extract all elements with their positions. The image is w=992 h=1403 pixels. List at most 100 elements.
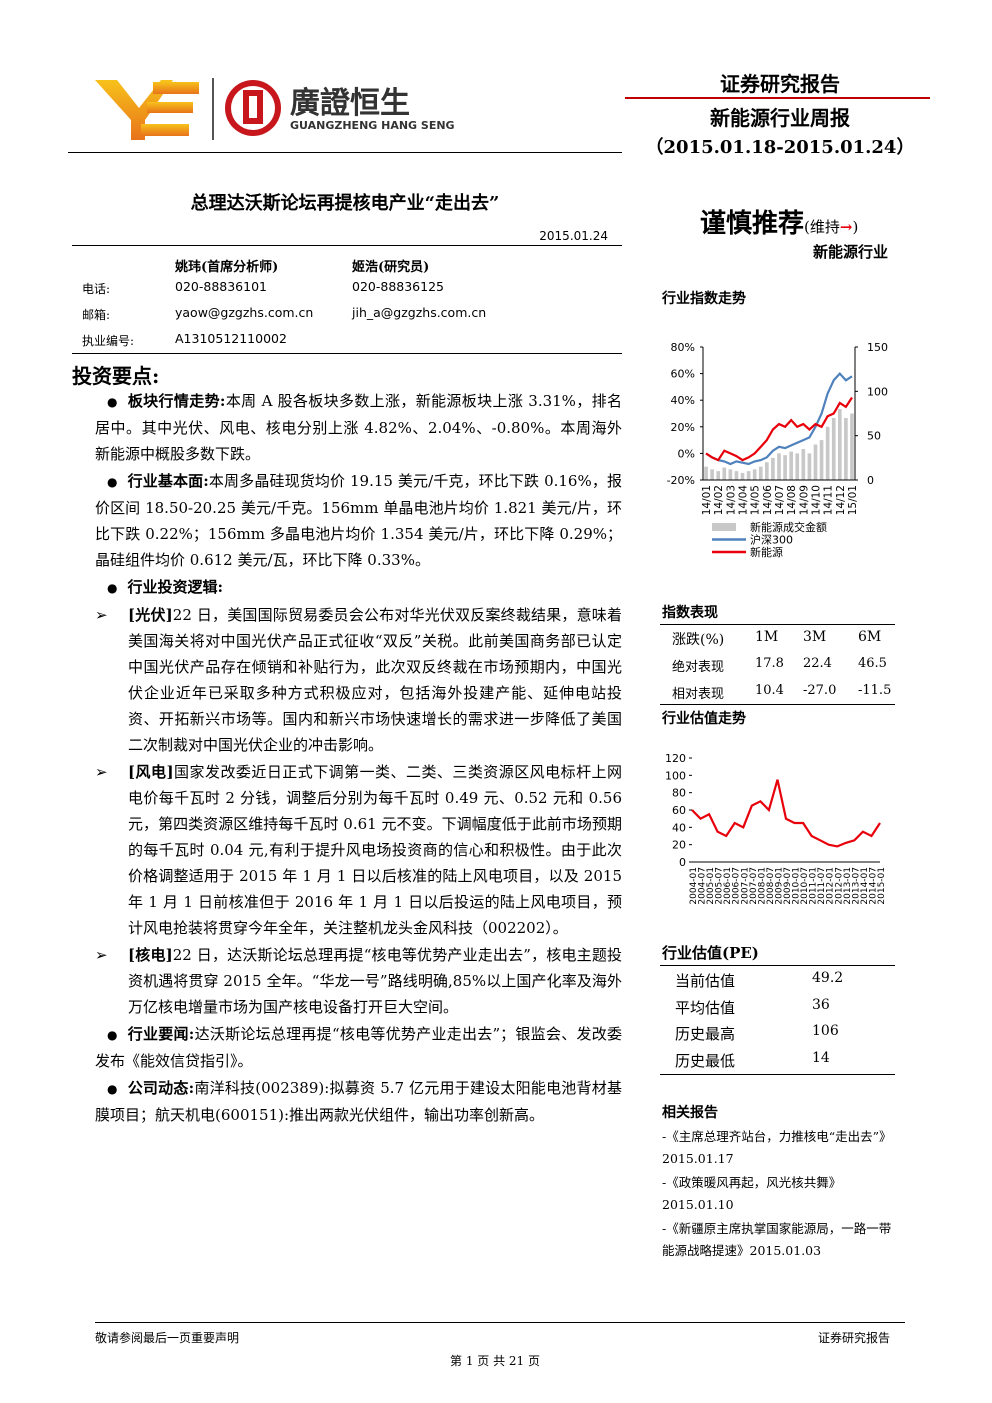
bar [777,453,781,480]
logo [95,78,281,140]
bar [704,466,708,480]
x-tick-label: 14/10 [810,485,822,515]
bar [844,417,848,480]
x-tick-label: 2014-01 [860,867,870,905]
bullet-text: 22 日，美国国际贸易委员会公布对华光伏双反案终裁结果，意味着美国海关将对中国光… [128,606,623,754]
x-tick-label: 2004-01 [689,867,699,905]
x-tick-label: 2012-01 [826,867,836,905]
rating: 谨慎推荐(维持→) [700,203,858,240]
bar [765,462,769,480]
footer-right: 证券研究报告 [817,1331,890,1345]
data-line [691,779,881,848]
bar [758,466,763,480]
rating-arrow: → [839,218,853,236]
bullet-paragraph: [光伏]22 日，美国国际贸易委员会公布对华光伏双反案终裁结果，意味着美国海关将… [95,602,622,758]
bullet-text: 22 日，达沃斯论坛总理再提“核电等优势产业走出去”，核电主题投资机遇将贯穿 2… [128,946,622,1016]
table-cell: -11.5 [858,683,892,698]
bullet-text: 本周 A 股各板块多数上涨，新能源板块上涨 3.31%，排名居中。其中光伏、风电… [95,392,622,463]
table-cell: 当前估值 [675,972,736,990]
legend-label: 新能源 [750,545,783,559]
related-item: -《新疆原主席执掌国家能源局，一路一带能源战略提速》2015.01.03 [662,1221,892,1258]
x-tick-label: 2013-07 [851,867,861,905]
x-tick-label: 2014-07 [868,867,878,905]
bullet-text: 国家发改委近日正式下调第一类、二类、三类资源区风电标杆上网电价每千瓦时 2 分钱… [128,763,622,937]
y-tick-label: 40 [672,821,686,834]
y-tick-label: 100 [665,769,686,782]
bullet-paragraph: 行业投资逻辑: [95,574,622,601]
rating-change: (维持 [804,218,840,236]
contact-label: 电话: [82,282,111,296]
bullet-label: 行业基本面: [127,472,209,490]
x-tick-label: 14/03 [725,485,737,515]
x-tick-label: 14/01 [701,485,713,515]
bullet-label: [风电] [128,763,174,781]
x-tick-label: 2015-01 [877,867,887,905]
legend-swatch [712,523,736,531]
x-tick-label: 14/08 [786,485,798,515]
bullet-text: 南洋科技(002389):拟募资 5.7 亿元用于建设太阳能电池背材基膜项目；航… [95,1079,622,1124]
bullet-paragraph: [风电]国家发改委近日正式下调第一类、二类、三类资源区风电标杆上网电价每千瓦时 … [95,759,622,941]
period: （2015.01.18-2015.01.24） [645,137,915,158]
contact-value: A1310512110002 [175,331,287,346]
legend-label: 新能源成交金额 [750,520,827,534]
table-cell: 历史最高 [675,1025,736,1043]
bar [819,440,824,480]
table-cell: 平均估值 [675,998,736,1017]
bullet-paragraph: 行业基本面:本周多晶硅现货均价 19.15 美元/千克，环比下跌 0.16%，报… [95,468,622,573]
y-tick-label: 0 [867,474,874,487]
x-tick-label: 14/11 [823,485,835,515]
x-tick-label: 2010-07 [800,867,810,905]
bullet-label: [光伏] [128,606,173,624]
rating-text: 谨慎推荐 [700,209,805,239]
bar [801,448,806,480]
data-line [705,396,853,462]
y-tick-label: 50 [867,430,881,443]
x-tick-label: 14/05 [750,485,762,515]
related-title: 相关报告 [662,1105,718,1121]
logo-en: GUANGZHENG HANG SENG [290,119,455,132]
bar [783,455,787,480]
bullet-paragraph: 板块行情走势:本周 A 股各板块多数上涨，新能源板块上涨 3.31%，排名居中。… [95,388,622,467]
x-tick-label: 14/09 [798,485,810,515]
table-cell: 绝对表现 [672,660,725,675]
body: 板块行情走势:本周 A 股各板块多数上涨，新能源板块上涨 3.31%，排名居中。… [95,388,622,1129]
table-header: 1M [755,629,779,645]
y-tick-label: 100 [867,385,888,398]
table-cell: 历史最低 [675,1051,736,1070]
y-tick-label: 20% [671,421,695,434]
x-tick-label: 14/06 [762,485,774,516]
contact-label: 执业编号: [82,334,135,348]
report-type: 证券研究报告 [720,72,840,96]
x-tick-label: 2011-01 [809,867,819,905]
contact-value: yaow@gzgzhs.com.cn [175,305,314,320]
bar [728,469,733,480]
x-tick-label: 2009-07 [783,867,793,905]
table-cell: 106 [812,1023,839,1039]
x-tick-label: 2013-01 [843,867,853,905]
bar [722,467,727,480]
bullet-paragraph: [核电]22 日，达沃斯论坛总理再提“核电等优势产业走出去”，核电主题投资机遇将… [95,942,622,1020]
bullet-label: [核电] [128,946,173,964]
doc-date: 2015.01.24 [539,229,608,243]
y-tick-label: -20% [667,474,695,487]
y-tick-label: 60% [671,368,695,381]
y-tick-label: 80% [671,341,695,354]
legend-label: 沪深300 [750,533,793,547]
bar [795,453,800,480]
x-tick-label: 14/02 [713,485,725,515]
x-tick-label: 2004-07 [698,867,708,905]
x-tick-label: 2008-01 [757,867,767,905]
related-item: -《主席总理齐站台，力推核电“走出去”》2015.01.17 [662,1129,892,1166]
bar [746,471,751,480]
bar [740,472,745,480]
bullet-paragraph: 行业要闻:达沃斯论坛总理再提“核电等优势产业走出去”；银监会、发改委发布《能效信… [95,1021,622,1074]
bar [813,444,818,480]
bar [807,453,812,480]
section-heading: 投资要点: [72,364,160,388]
bullet-label: 公司动态: [127,1079,195,1097]
footer-left: 敬请参阅最后一页重要声明 [95,1331,240,1345]
contact-value: 020-88836101 [175,279,267,294]
bullet-label: 行业投资逻辑: [127,578,224,596]
y-tick-label: 0 [679,856,686,869]
bar [789,451,793,480]
